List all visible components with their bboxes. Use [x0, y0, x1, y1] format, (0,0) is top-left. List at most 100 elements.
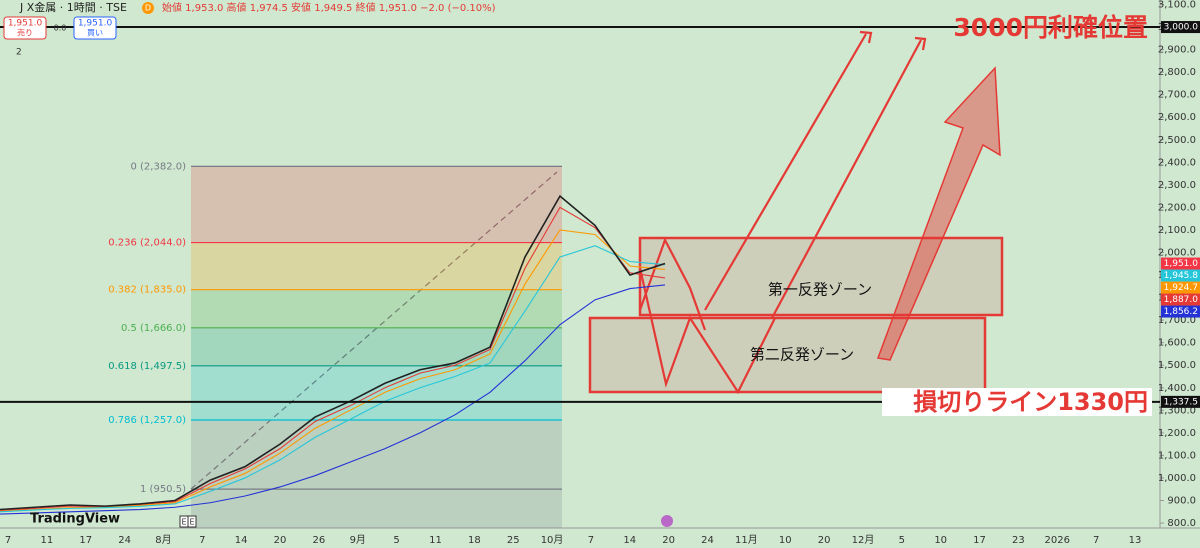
buy-label: 買い	[87, 29, 103, 38]
sell-price: 1,951.0	[8, 19, 43, 29]
x-tick-label: 24	[118, 535, 131, 546]
series-line	[0, 194, 666, 511]
price-tag-label: 1,337.5	[1164, 397, 1198, 407]
x-tick-label: 5	[393, 535, 399, 546]
x-tick-label: 7	[199, 535, 205, 546]
x-tick-label: 17	[79, 535, 92, 546]
x-tick-label: 11月	[735, 534, 758, 546]
y-tick-label: 2,600.0	[1158, 112, 1196, 123]
zone-label: 第一反発ゾーン	[768, 281, 872, 299]
series-line	[0, 245, 666, 513]
last-price-tag	[1161, 281, 1200, 294]
x-tick-label: 14	[235, 535, 248, 546]
y-tick-label: 2,800.0	[1158, 67, 1196, 78]
fib-band	[191, 489, 562, 528]
sell-label: 売り	[17, 28, 33, 38]
earnings-box	[187, 515, 197, 528]
x-tick-label: 11	[429, 535, 442, 546]
x-tick-label: 5	[899, 535, 905, 546]
x-tick-label: 17	[973, 535, 986, 546]
y-tick-label: 1,300.0	[1158, 405, 1196, 416]
series-line	[0, 284, 666, 515]
fib-label: 0.618 (1,497.5)	[108, 361, 186, 372]
x-tick-label: 11	[40, 535, 53, 546]
x-tick-label: 24	[701, 535, 714, 546]
fib-label: 0.786 (1,257.0)	[108, 415, 186, 426]
y-tick-label: 900.0	[1167, 495, 1196, 506]
zone-2	[588, 316, 987, 394]
y-tick-label: 2,500.0	[1158, 135, 1196, 146]
fib-band	[191, 327, 562, 366]
x-tick-label: 8月	[155, 534, 171, 546]
last-price-label: 1,887.0	[1164, 295, 1199, 305]
earnings-mark: E	[189, 518, 194, 527]
fib-band	[191, 365, 562, 421]
earnings-mark: E	[181, 518, 186, 527]
x-tick-label: 26	[313, 535, 326, 546]
x-tick-label: 20	[662, 535, 675, 546]
last-price-label: 1,924.7	[1164, 283, 1198, 293]
fib-band	[191, 242, 562, 290]
x-tick-label: 20	[274, 535, 287, 546]
last-price-tag	[1161, 257, 1200, 270]
trend-dash	[190, 171, 558, 490]
y-tick-label: 1,200.0	[1158, 428, 1196, 439]
y-tick-label: 2,400.0	[1158, 157, 1196, 168]
x-tick-label: 18	[468, 535, 481, 546]
x-tick-label: 23	[1012, 535, 1025, 546]
fib-band	[191, 166, 562, 243]
fib-label: 0 (2,382.0)	[130, 161, 186, 172]
y-tick-label: 1,400.0	[1158, 383, 1196, 394]
y-tick-label: 2,200.0	[1158, 202, 1196, 213]
logo: TradingView	[30, 512, 120, 527]
x-tick-label: 20	[818, 535, 831, 546]
price-tag	[1161, 395, 1200, 408]
x-tick-label: 13	[1129, 535, 1142, 546]
y-tick-label: 1,600.0	[1158, 338, 1196, 349]
y-tick-label: 1,100.0	[1158, 450, 1196, 461]
y-tick-label: 2,100.0	[1158, 225, 1196, 236]
x-tick-label: 25	[507, 535, 520, 546]
fib-label: 0.382 (1,835.0)	[108, 285, 186, 296]
x-tick-label: 7	[1093, 535, 1099, 546]
fib-label: 0.5 (1,666.0)	[121, 323, 186, 334]
indicator-count: 2	[16, 48, 22, 58]
x-tick-label: 14	[623, 535, 636, 546]
y-tick-label: 2,000.0	[1158, 248, 1196, 259]
zone-1	[638, 236, 1004, 317]
buy-button[interactable]	[73, 16, 117, 40]
ohlc: 始値 1,953.0 高値 1,974.5 安値 1,949.5 終値 1,95…	[162, 1, 496, 14]
fib-label: 1 (950.5)	[140, 484, 186, 495]
y-tick-label: 1,000.0	[1158, 473, 1196, 484]
last-price-label: 1,945.8	[1164, 271, 1199, 281]
last-price-label: 1,951.0	[1164, 259, 1199, 269]
y-tick-label: 2,900.0	[1158, 45, 1196, 56]
scenario-lines	[638, 30, 927, 395]
big-arrow	[876, 66, 1001, 361]
fib-label: 0.236 (2,044.0)	[108, 238, 186, 249]
stop-label: 損切りライン1330円	[913, 388, 1148, 416]
y-tick-label: 2,300.0	[1158, 180, 1196, 191]
buy-price: 1,951.0	[78, 19, 113, 29]
target-label: 3000円利確位置	[953, 13, 1148, 42]
spread: 0.0	[54, 24, 67, 33]
x-tick-label: 2026	[1045, 535, 1070, 546]
last-price-label: 1,856.2	[1164, 307, 1198, 317]
price-tag-label: 3,000.0	[1164, 23, 1199, 33]
zone-label: 第二反発ゾーン	[750, 346, 854, 364]
interval-badge: D	[145, 4, 151, 13]
last-price-tag	[1161, 293, 1200, 306]
price-tag	[1161, 21, 1200, 34]
last-price-tag	[1161, 305, 1200, 318]
x-tick-label: 10	[934, 535, 947, 546]
y-tick-label: 1,700.0	[1158, 315, 1196, 326]
y-tick-label: 800.0	[1167, 518, 1196, 529]
sell-button[interactable]	[3, 16, 47, 40]
x-tick-label: 10月	[541, 534, 564, 546]
y-tick-label: 3,100.0	[1158, 0, 1196, 11]
last-price-tag	[1161, 269, 1200, 282]
fib-band	[191, 420, 562, 490]
x-tick-label: 7	[588, 535, 594, 546]
